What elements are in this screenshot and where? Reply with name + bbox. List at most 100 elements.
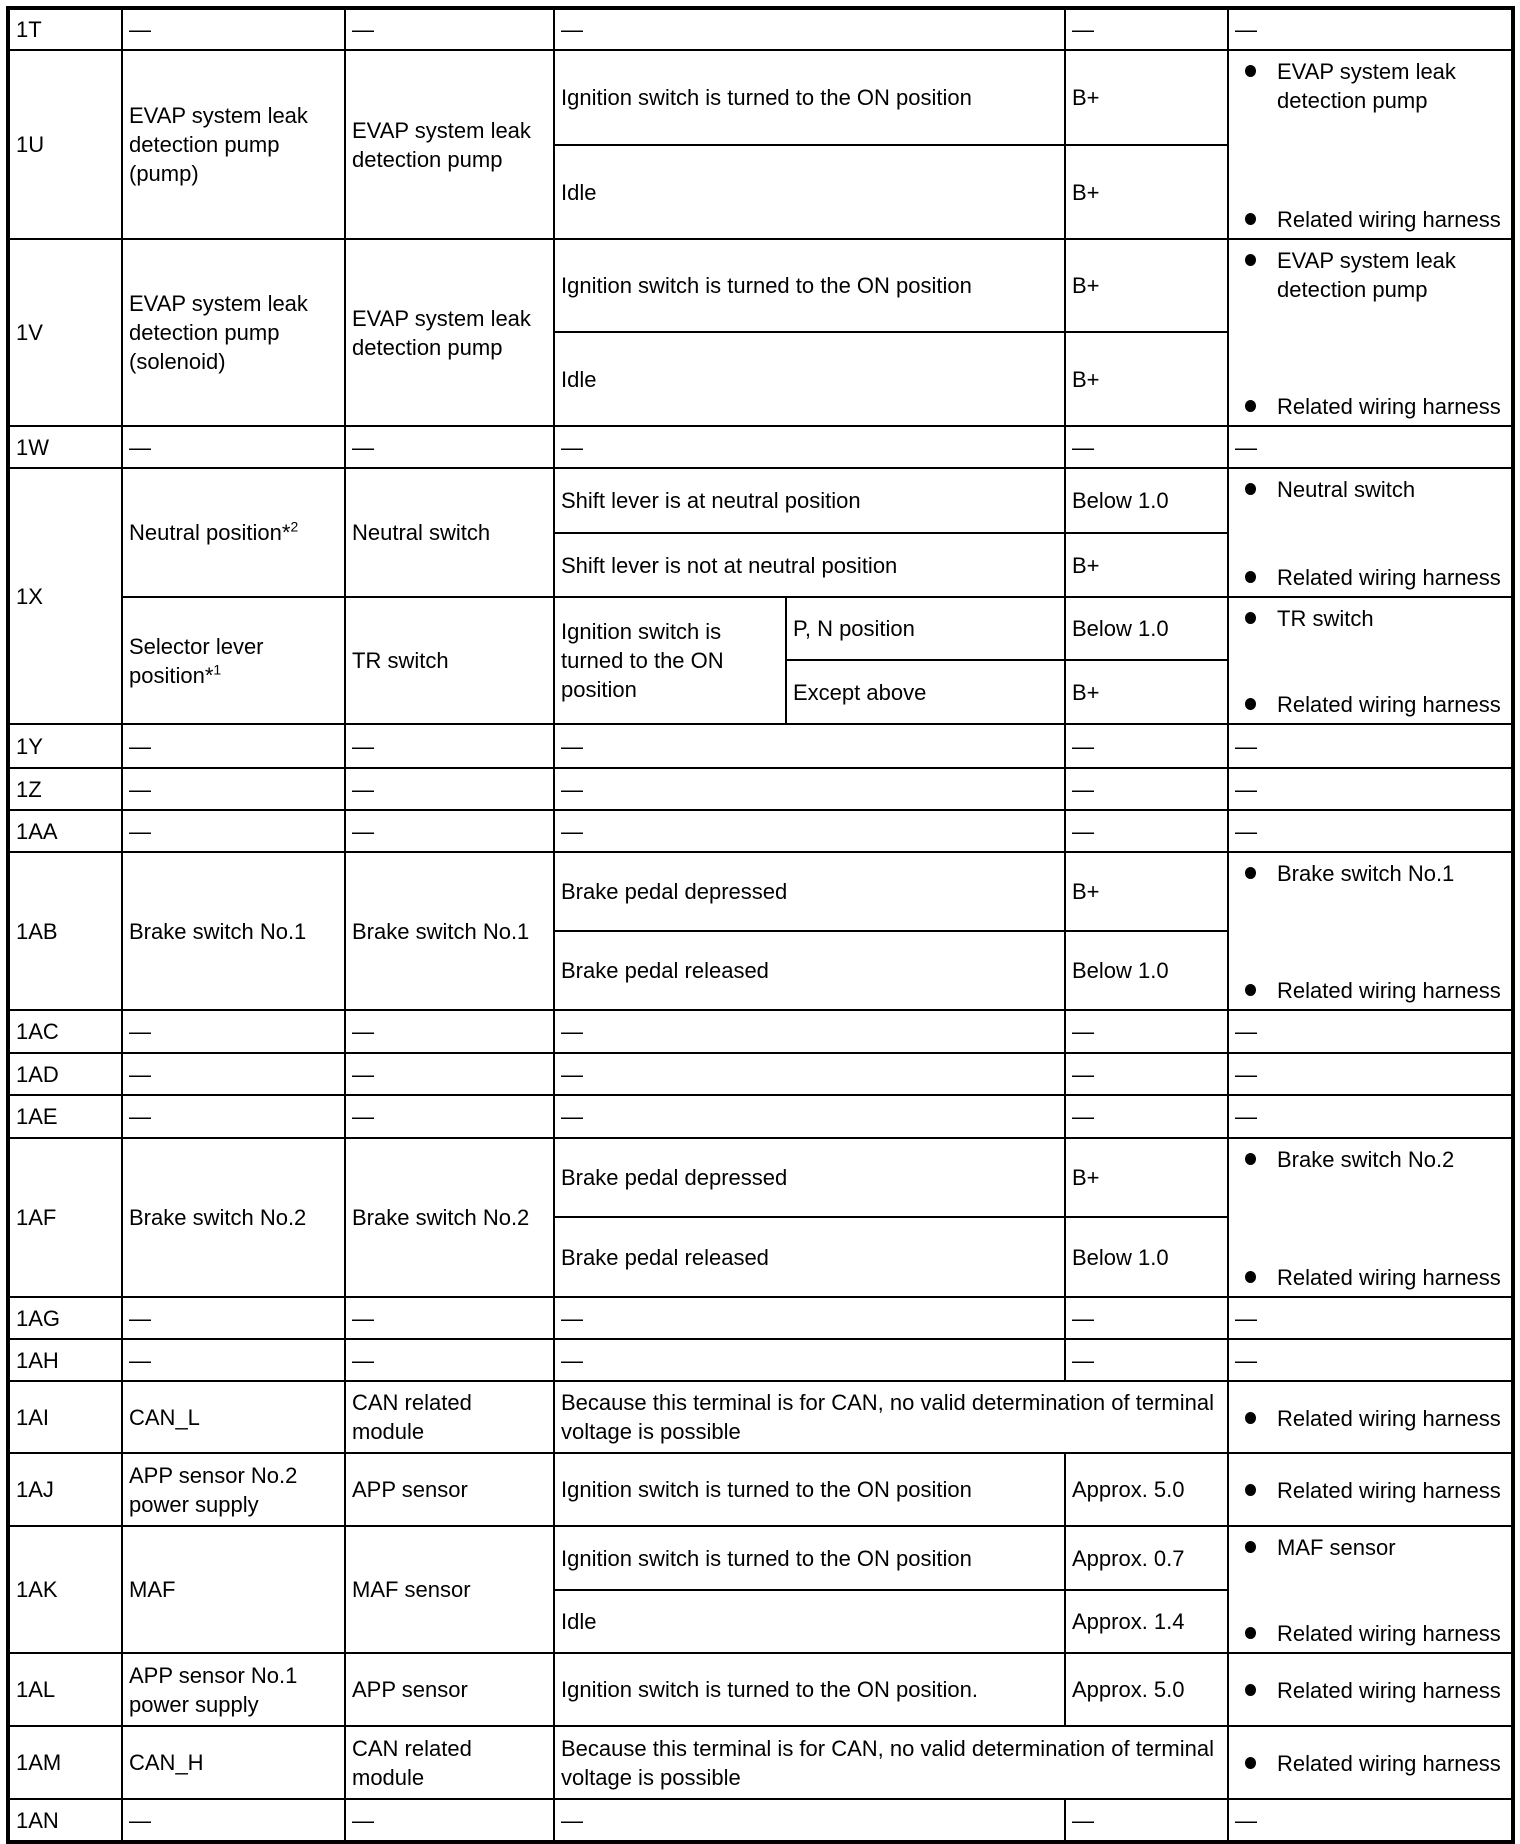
sub-condition-cell: P, N position	[785, 596, 1066, 661]
bullet-icon	[1245, 400, 1256, 412]
condition-cell: Idle	[553, 1589, 1066, 1654]
check-item-cell: TR switch Related wiring harness	[1227, 596, 1514, 725]
voltage-cell: —	[1064, 1798, 1229, 1843]
voltage-cell: B+	[1064, 49, 1229, 146]
connected-to-cell: —	[344, 723, 555, 769]
table-row: 1AH — — — — —	[7, 1338, 1514, 1382]
check-item-cell: —	[1227, 1338, 1514, 1382]
condition-cell: Ignition switch is turned to the ON posi…	[553, 49, 1066, 146]
bullet-icon	[1245, 1271, 1256, 1283]
condition-cell: —	[553, 7, 1066, 51]
check-item: Related wiring harness	[1245, 1619, 1505, 1648]
bullet-icon	[1245, 1627, 1256, 1639]
table-row: 1AC — — — — —	[7, 1009, 1514, 1054]
terminal-cell: 1Y	[7, 723, 123, 769]
bullet-icon	[1245, 1484, 1256, 1496]
terminal-cell: 1AH	[7, 1338, 123, 1382]
connected-to-cell: Neutral switch	[344, 467, 555, 598]
check-item-cell: —	[1227, 1798, 1514, 1843]
check-item-cell: —	[1227, 7, 1514, 51]
table-row: 1AE — — — — —	[7, 1094, 1514, 1139]
check-item-list: Brake switch No.2 Related wiring harness	[1245, 1145, 1505, 1292]
terminal-cell: 1T	[7, 7, 123, 51]
condition-note-cell: Because this terminal is for CAN, no val…	[553, 1725, 1229, 1800]
voltage-cell: —	[1064, 723, 1229, 769]
table-row: Selector lever position*1 TR switch Igniti…	[8, 596, 1514, 725]
check-item-list: Related wiring harness	[1245, 1388, 1505, 1448]
condition-cell: Ignition switch is turned to the ON posi…	[553, 596, 787, 725]
terminal-cell: 1Z	[7, 767, 123, 811]
check-item-label: Related wiring harness	[1277, 1405, 1501, 1431]
connected-to-cell: —	[344, 1296, 555, 1340]
bullet-icon	[1245, 612, 1256, 624]
terminal-cell: 1AE	[7, 1094, 123, 1139]
check-item-cell: Brake switch No.2 Related wiring harness	[1227, 1137, 1514, 1298]
voltage-cell: —	[1064, 809, 1229, 853]
condition-cell: —	[553, 809, 1066, 853]
bullet-icon	[1245, 213, 1256, 225]
connected-to-cell: CAN related module	[344, 1380, 555, 1454]
terminal-cell: 1X	[7, 467, 123, 725]
check-item-cell: Related wiring harness	[1227, 1652, 1514, 1727]
check-item-cell: Related wiring harness	[1227, 1452, 1514, 1527]
terminal-cell: 1AD	[7, 1052, 123, 1096]
condition-cell: Brake pedal depressed	[553, 851, 1066, 932]
signal-name-cell: CAN_H	[121, 1725, 346, 1800]
check-item-label: Related wiring harness	[1277, 565, 1501, 590]
table-row: Idle B+	[8, 144, 1513, 240]
voltage-cell: B+	[1064, 1137, 1229, 1218]
check-item: Brake switch No.1	[1245, 859, 1505, 888]
signal-name-cell: MAF	[121, 1525, 346, 1654]
check-item: MAF sensor	[1245, 1533, 1505, 1562]
connected-to-cell: TR switch	[344, 596, 555, 725]
signal-name-cell: APP sensor No.2 power supply	[121, 1452, 346, 1527]
check-item-cell: EVAP system leak detection pump Related w…	[1227, 238, 1514, 427]
table-row: 1X Neutral position*2 Neutral switch Shift …	[7, 467, 1514, 725]
connected-to-cell: EVAP system leak detection pump	[344, 238, 555, 427]
voltage-cell: —	[1064, 1296, 1229, 1340]
connected-to-cell: —	[344, 1798, 555, 1843]
condition-cell: —	[553, 723, 1066, 769]
check-item-cell: —	[1227, 1009, 1514, 1054]
table-row: Brake pedal released Below 1.0	[8, 930, 1513, 1011]
terminal-cell: 1AA	[7, 809, 123, 853]
bullet-icon	[1245, 1411, 1256, 1424]
signal-name-cell: Neutral position*2	[121, 467, 346, 598]
connected-to-cell: —	[344, 767, 555, 811]
check-item-cell: EVAP system leak detection pump Related w…	[1227, 49, 1514, 240]
signal-name-cell: —	[121, 723, 346, 769]
check-item-label: Related wiring harness	[1277, 1478, 1501, 1503]
table-row: 1AG — — — — —	[7, 1296, 1514, 1340]
connected-to-cell: EVAP system leak detection pump	[344, 49, 555, 240]
connected-to-cell: —	[344, 809, 555, 853]
connected-to-cell: Brake switch No.1	[344, 851, 555, 1011]
terminal-cell: 1AM	[7, 1725, 123, 1800]
table-row: 1AD — — — — —	[7, 1052, 1514, 1096]
check-item-cell: Neutral switch Related wiring harness	[1227, 467, 1514, 598]
table-row: 1T — — — — —	[7, 7, 1514, 51]
check-item-list: EVAP system leak detection pump Related w…	[1245, 246, 1505, 421]
terminal-cell: 1AI	[7, 1380, 123, 1454]
condition-cell: —	[553, 1094, 1066, 1139]
check-item-label: EVAP system leak detection pump	[1277, 59, 1456, 113]
terminal-cell: 1AN	[7, 1798, 123, 1843]
check-item-cell: —	[1227, 425, 1514, 469]
check-item-cell: —	[1227, 809, 1514, 853]
terminal-cell: 1AC	[7, 1009, 123, 1054]
condition-cell: Brake pedal depressed	[553, 1137, 1066, 1218]
voltage-cell: B+	[1064, 659, 1229, 725]
table-row: 1AM CAN_H CAN related module Because this t…	[7, 1725, 1514, 1800]
table-row: 1AK MAF MAF sensor Ignition switch is turne…	[7, 1525, 1514, 1654]
voltage-cell: B+	[1064, 331, 1229, 427]
check-item-list: EVAP system leak detection pump Related w…	[1245, 57, 1505, 234]
connected-to-cell: —	[344, 425, 555, 469]
voltage-cell: Below 1.0	[1064, 1216, 1229, 1298]
table-row: Idle B+	[8, 331, 1513, 427]
voltage-cell: Below 1.0	[1064, 467, 1229, 534]
terminal-voltage-table: 1T — — — — —1U EVAP system leak detection pump…	[6, 6, 1515, 1844]
condition-cell: Brake pedal released	[553, 1216, 1066, 1298]
terminal-cell: 1V	[7, 238, 123, 427]
check-item-label: Related wiring harness	[1277, 978, 1501, 1003]
connected-to-cell: CAN related module	[344, 1725, 555, 1800]
condition-cell: —	[553, 1009, 1066, 1054]
